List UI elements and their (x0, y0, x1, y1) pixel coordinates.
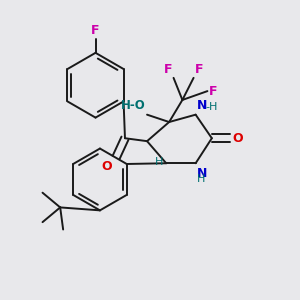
Text: F: F (209, 85, 218, 98)
Text: F: F (164, 62, 172, 76)
Text: H-O: H-O (121, 99, 146, 112)
Text: H: H (197, 174, 206, 184)
Text: N: N (197, 99, 208, 112)
Text: F: F (91, 24, 100, 37)
Text: N: N (197, 167, 208, 180)
Text: O: O (101, 160, 112, 173)
Text: O: O (232, 132, 243, 145)
Text: -H: -H (205, 102, 218, 112)
Text: F: F (195, 62, 204, 76)
Text: H: H (155, 157, 163, 167)
